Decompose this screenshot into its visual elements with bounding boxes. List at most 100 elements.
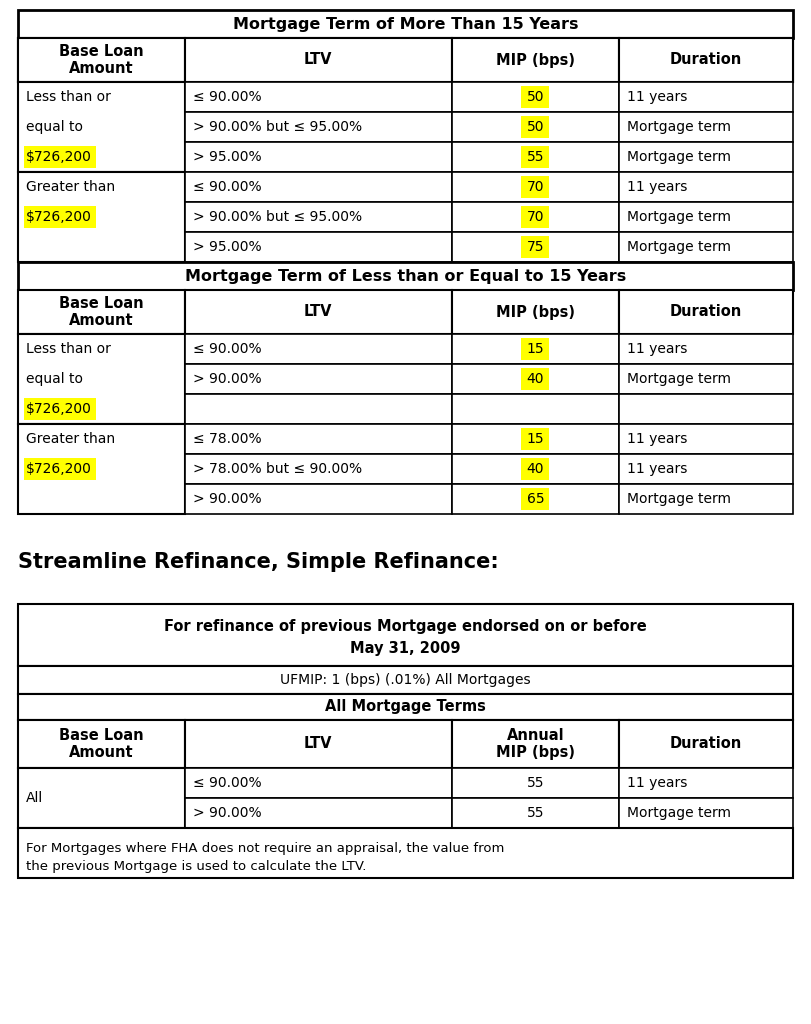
Text: 11 years: 11 years [627,432,687,446]
Bar [619,38,793,82]
Bar [185,112,452,142]
Bar [521,176,549,198]
Text: > 78.00% but ≤ 90.00%: > 78.00% but ≤ 90.00% [193,462,362,476]
Bar [452,484,619,514]
Text: Mortgage term: Mortgage term [627,210,731,224]
Text: All: All [26,791,43,805]
Text: Annual
MIP (bps): Annual MIP (bps) [496,728,575,760]
Text: Mortgage term: Mortgage term [627,806,731,820]
Bar [18,666,793,694]
Text: 15: 15 [526,342,544,356]
Text: 55: 55 [526,806,544,820]
Text: MIP (bps): MIP (bps) [496,304,575,319]
Bar [18,604,793,666]
Text: equal to: equal to [26,120,83,134]
Text: Less than or: Less than or [26,342,111,356]
Bar [185,424,452,454]
Bar [185,768,452,798]
Bar [24,458,96,480]
Text: Mortgage Term of Less than or Equal to 15 Years: Mortgage Term of Less than or Equal to 1… [185,268,626,284]
Bar [521,236,549,258]
Bar [18,38,185,82]
Text: LTV: LTV [304,52,333,68]
Text: > 95.00%: > 95.00% [193,240,261,254]
Bar [18,768,185,828]
Bar [452,202,619,232]
Bar [452,394,619,424]
Bar [452,172,619,202]
Bar [18,38,793,82]
Text: > 90.00%: > 90.00% [193,492,261,506]
Text: 75: 75 [526,240,544,254]
Text: Base Loan
Amount: Base Loan Amount [59,44,144,76]
Bar [452,364,619,394]
Text: LTV: LTV [304,736,333,752]
Bar [521,368,549,390]
Bar [452,112,619,142]
Bar [18,172,185,262]
Text: ≤ 90.00%: ≤ 90.00% [193,342,261,356]
Bar [619,424,793,454]
Bar [18,424,185,514]
Text: ≤ 90.00%: ≤ 90.00% [193,180,261,194]
Bar [18,694,793,720]
Bar [185,334,452,364]
Text: ≤ 78.00%: ≤ 78.00% [193,432,261,446]
Text: Streamline Refinance, Simple Refinance:: Streamline Refinance, Simple Refinance: [18,552,499,572]
Bar [619,82,793,112]
Text: the previous Mortgage is used to calculate the LTV.: the previous Mortgage is used to calcula… [26,860,367,873]
Text: Mortgage term: Mortgage term [627,372,731,386]
Bar [185,394,452,424]
Text: Base Loan
Amount: Base Loan Amount [59,296,144,329]
Text: $726,200: $726,200 [26,402,92,416]
Bar [452,82,619,112]
Text: Mortgage term: Mortgage term [627,150,731,164]
Text: > 90.00% but ≤ 95.00%: > 90.00% but ≤ 95.00% [193,210,362,224]
Text: ≤ 90.00%: ≤ 90.00% [193,776,261,790]
Bar [521,116,549,138]
Text: Mortgage term: Mortgage term [627,240,731,254]
Bar [185,454,452,484]
Text: MIP (bps): MIP (bps) [496,52,575,68]
Bar [185,202,452,232]
Bar [452,424,619,454]
Text: $726,200: $726,200 [26,462,92,476]
Text: 70: 70 [526,180,544,194]
Text: > 95.00%: > 95.00% [193,150,261,164]
Text: Greater than: Greater than [26,432,115,446]
Bar [619,142,793,172]
Bar [521,338,549,360]
Bar [185,142,452,172]
Text: Base Loan
Amount: Base Loan Amount [59,728,144,760]
Bar [619,172,793,202]
Bar [619,232,793,262]
Bar [18,334,185,424]
Bar [521,488,549,510]
Bar [185,38,452,82]
Bar [452,334,619,364]
Bar [521,206,549,228]
Bar [452,290,619,334]
Text: 11 years: 11 years [627,776,687,790]
Text: May 31, 2009: May 31, 2009 [350,640,461,655]
Bar [619,202,793,232]
Bar [24,398,96,420]
Text: Greater than: Greater than [26,180,115,194]
Text: LTV: LTV [304,304,333,319]
Bar [619,290,793,334]
Text: 70: 70 [526,210,544,224]
Text: $726,200: $726,200 [26,150,92,164]
Bar [619,768,793,798]
Bar [185,798,452,828]
Bar [185,484,452,514]
Text: UFMIP: 1 (bps) (.01%) All Mortgages: UFMIP: 1 (bps) (.01%) All Mortgages [280,673,531,687]
Text: Mortgage term: Mortgage term [627,120,731,134]
Text: 15: 15 [526,432,544,446]
Bar [185,720,452,768]
Text: 55: 55 [526,150,544,164]
Bar [18,290,185,334]
Text: 11 years: 11 years [627,462,687,476]
Text: 11 years: 11 years [627,342,687,356]
Text: 50: 50 [526,90,544,104]
Text: ≤ 90.00%: ≤ 90.00% [193,90,261,104]
